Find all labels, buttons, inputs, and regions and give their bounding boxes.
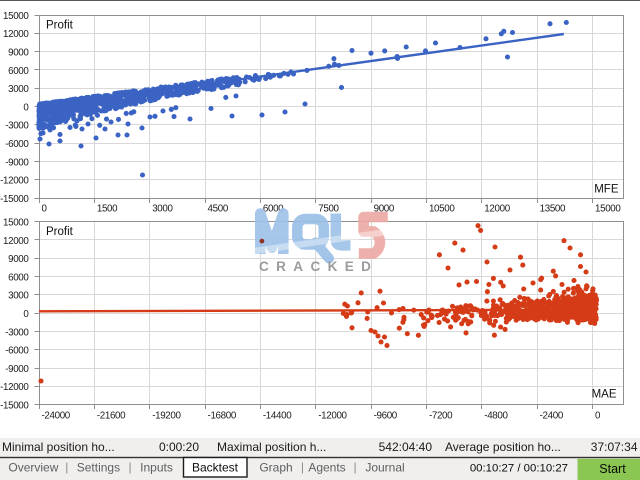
svg-text:9000: 9000 bbox=[8, 254, 29, 265]
svg-text:-12000: -12000 bbox=[0, 382, 29, 393]
svg-text:Average position ho...: Average position ho... bbox=[445, 440, 561, 454]
svg-text:Maximal position h...: Maximal position h... bbox=[217, 440, 326, 454]
svg-text:-3000: -3000 bbox=[5, 327, 29, 338]
svg-text:0: 0 bbox=[595, 411, 601, 422]
svg-text:Inputs: Inputs bbox=[140, 461, 173, 475]
svg-text:Journal: Journal bbox=[365, 461, 404, 475]
svg-text:CRACKED: CRACKED bbox=[259, 259, 378, 274]
svg-text:15000: 15000 bbox=[595, 203, 621, 214]
svg-text:10500: 10500 bbox=[429, 203, 455, 214]
svg-text:Overview: Overview bbox=[8, 461, 58, 475]
svg-text:-15000: -15000 bbox=[0, 400, 29, 411]
svg-text:-12000: -12000 bbox=[0, 176, 29, 187]
svg-text:15000: 15000 bbox=[3, 11, 29, 22]
svg-text:-9000: -9000 bbox=[5, 364, 29, 375]
svg-text:-2400: -2400 bbox=[540, 411, 564, 422]
svg-text:-12000: -12000 bbox=[318, 411, 347, 422]
svg-text:-7200: -7200 bbox=[429, 411, 453, 422]
svg-text:6000: 6000 bbox=[263, 203, 284, 214]
svg-text:-6000: -6000 bbox=[5, 346, 29, 357]
svg-text:4500: 4500 bbox=[208, 203, 229, 214]
svg-text:6000: 6000 bbox=[8, 272, 29, 283]
svg-text:0: 0 bbox=[23, 309, 29, 320]
svg-text:MAE: MAE bbox=[592, 389, 617, 401]
svg-text:-24000: -24000 bbox=[42, 411, 71, 422]
svg-text:|: | bbox=[65, 460, 68, 474]
svg-text:-9600: -9600 bbox=[374, 411, 398, 422]
svg-text:-9000: -9000 bbox=[5, 157, 29, 168]
svg-text:Profit: Profit bbox=[46, 20, 74, 32]
svg-text:9000: 9000 bbox=[8, 47, 29, 58]
svg-text:|: | bbox=[354, 460, 357, 474]
svg-text:00:10:27 / 00:10:27: 00:10:27 / 00:10:27 bbox=[470, 463, 568, 475]
svg-text:542:04:40: 542:04:40 bbox=[379, 440, 433, 454]
svg-text:-16800: -16800 bbox=[208, 411, 237, 422]
svg-text:0: 0 bbox=[42, 203, 48, 214]
svg-text:|: | bbox=[128, 460, 131, 474]
svg-text:|: | bbox=[301, 460, 304, 474]
svg-text:12000: 12000 bbox=[484, 203, 510, 214]
svg-text:12000: 12000 bbox=[3, 29, 29, 40]
svg-text:Profit: Profit bbox=[46, 226, 74, 238]
svg-text:3000: 3000 bbox=[8, 84, 29, 95]
svg-text:Backtest: Backtest bbox=[192, 461, 239, 475]
svg-text:1500: 1500 bbox=[97, 203, 118, 214]
svg-text:MFE: MFE bbox=[594, 184, 619, 196]
svg-text:Agents: Agents bbox=[308, 461, 345, 475]
svg-text:-3000: -3000 bbox=[5, 121, 29, 132]
svg-text:-15000: -15000 bbox=[0, 194, 29, 205]
svg-text:Graph: Graph bbox=[259, 461, 292, 475]
svg-text:13500: 13500 bbox=[540, 203, 566, 214]
svg-text:9000: 9000 bbox=[374, 203, 395, 214]
svg-text:7500: 7500 bbox=[318, 203, 339, 214]
svg-text:12000: 12000 bbox=[3, 236, 29, 247]
svg-text:-6000: -6000 bbox=[5, 139, 29, 150]
svg-text:-21600: -21600 bbox=[97, 411, 126, 422]
svg-text:37:07:34: 37:07:34 bbox=[591, 440, 638, 454]
svg-text:3000: 3000 bbox=[8, 291, 29, 302]
svg-text:0:00:20: 0:00:20 bbox=[159, 440, 199, 454]
svg-text:0: 0 bbox=[23, 102, 29, 113]
svg-text:Minimal position ho...: Minimal position ho... bbox=[2, 440, 115, 454]
svg-text:15000: 15000 bbox=[3, 217, 29, 228]
svg-text:-14400: -14400 bbox=[263, 411, 292, 422]
svg-text:3000: 3000 bbox=[152, 203, 173, 214]
svg-text:-19200: -19200 bbox=[152, 411, 181, 422]
svg-text:6000: 6000 bbox=[8, 66, 29, 77]
svg-text:Start: Start bbox=[599, 462, 626, 476]
svg-text:-4800: -4800 bbox=[484, 411, 508, 422]
svg-text:Settings: Settings bbox=[77, 461, 120, 475]
